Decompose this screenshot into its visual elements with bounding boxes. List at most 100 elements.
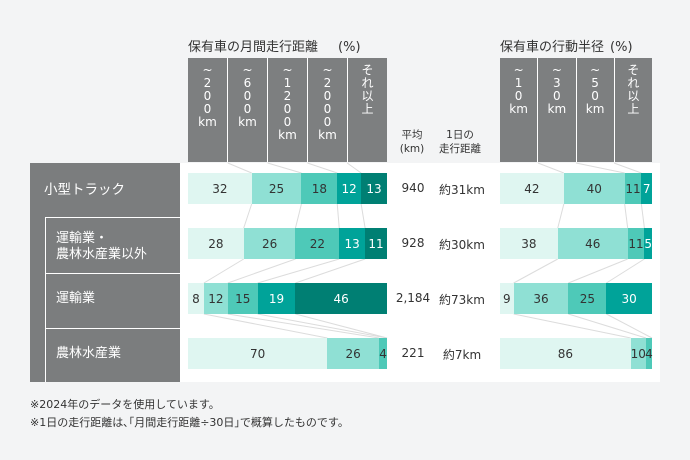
row-label-other-line2: 農林水産業以外 [56, 247, 148, 262]
daily-value: 約30km [439, 238, 485, 252]
bar-segment: 13 [339, 228, 366, 259]
avg-value: 928 [401, 236, 425, 250]
column-header-char: km [547, 102, 567, 116]
column-header-char: れ [361, 76, 374, 90]
column-header-char: れ [627, 76, 640, 90]
bar-segment: 25 [251, 173, 302, 204]
column-header-char: 上 [361, 102, 374, 116]
connector-line [203, 258, 244, 284]
avg-header-line2: (km) [399, 143, 425, 155]
stacked-bar: 38 46 11 5 [500, 228, 652, 259]
connector-line [360, 203, 366, 229]
connector-line [640, 203, 645, 229]
connector-line [243, 203, 253, 229]
column-header-char: 2 [323, 76, 332, 90]
column-header-char: 3 [553, 76, 561, 90]
connector-line [513, 313, 631, 339]
avg-value: 221 [401, 346, 425, 360]
mileage-title-text: 保有車の月間走行距離 [188, 40, 319, 55]
connector-line [307, 162, 338, 174]
stacked-bar: 70 26 4 [188, 338, 387, 369]
row-label-transport: 運輸業 [56, 291, 96, 306]
bar-segment: 28 [188, 228, 244, 259]
connector-line [203, 313, 328, 339]
radius-title-text: 保有車の行動半径 [500, 40, 605, 55]
stacked-bar: 32 25 18 12 13 [188, 173, 387, 204]
column-header-char: ~ [242, 63, 253, 77]
column-header-char: km [278, 128, 297, 142]
bar-segment: 30 [606, 283, 652, 314]
column-header-char: ~ [202, 63, 213, 77]
column-header-char: 0 [323, 115, 332, 129]
bar-segment: 4 [379, 338, 387, 369]
row-label-other-line1: 運輸業・ [56, 231, 109, 246]
connector-line [227, 313, 380, 339]
connector-line [336, 203, 340, 229]
daily-value: 約7km [442, 348, 482, 362]
column-header-char: ~ [590, 63, 601, 77]
radius-title: 保有車の行動半径 (%) [500, 36, 633, 55]
column-header-char: km [318, 128, 337, 142]
connector-line [568, 313, 647, 339]
daily-value: 約73km [439, 293, 485, 307]
column-header-char: 0 [243, 89, 252, 103]
row-label-small-truck: 小型トラック [44, 182, 125, 198]
column-header: ~5 0 km [577, 58, 615, 162]
bar-segment: 9 [500, 283, 514, 314]
radius-unit: (%) [610, 40, 633, 55]
column-header: ~1 0 km [500, 58, 539, 162]
mileage-header: ~2 0 0 km ~6 0 0 km ~1 2 0 0 km ~2 0 0 0 km それ以上 [188, 58, 387, 162]
bar-segment: 42 [500, 173, 564, 204]
bar-segment: 70 [188, 338, 328, 369]
mileage-title: 保有車の月間走行距離 (%) [188, 36, 361, 55]
column-header-char: 6 [243, 76, 252, 90]
bar-segment: 8 [188, 283, 204, 314]
column-header: それ以上 [615, 58, 652, 162]
column-header-char: 以 [627, 89, 640, 103]
column-header-char: 0 [243, 102, 252, 116]
category-labels: 小型トラック 運輸業・ 農林水産業以外 運輸業 農林水産業 [30, 163, 180, 382]
divider [46, 328, 180, 329]
avg-value: 940 [401, 181, 425, 195]
connector-line [257, 258, 340, 284]
radius-header: ~1 0 km ~3 0 km ~5 0 km それ以上 [500, 58, 652, 162]
connector-line [606, 313, 653, 339]
daily-header-line1: 1日の [446, 129, 474, 141]
connector-line [346, 162, 362, 174]
column-header: それ以上 [348, 58, 387, 162]
column-header-char: 2 [283, 89, 292, 103]
connector-line [294, 203, 302, 229]
column-header-char: 0 [553, 89, 561, 103]
column-header-char: km [198, 115, 217, 129]
column-header: ~2 0 0 km [188, 58, 228, 162]
column-header-char: 2 [203, 76, 212, 90]
column-header-char: 0 [323, 102, 332, 116]
column-header-char: 0 [514, 89, 523, 103]
daily-header-line2: 走行距離 [439, 143, 481, 155]
column-header-char: 0 [283, 102, 292, 116]
bar-segment: 26 [243, 228, 296, 259]
daily-header: 1日の走行距離 [430, 128, 490, 156]
bar-segment: 11 [624, 173, 642, 204]
connector-line [568, 258, 628, 284]
column-header-char: そ [361, 63, 374, 77]
connector-line [257, 313, 388, 339]
bar-segment: 15 [227, 283, 258, 314]
connector-line [613, 162, 642, 174]
column-header-char: ~ [322, 63, 333, 77]
bar-segment: 22 [295, 228, 340, 259]
connector-line [267, 162, 302, 174]
bar-segment: 11 [627, 228, 645, 259]
bar-segment: 38 [500, 228, 558, 259]
column-header-char: ~ [282, 63, 293, 77]
bar-segment: 11 [365, 228, 387, 259]
divider [46, 273, 180, 274]
column-header-char: 0 [203, 89, 212, 103]
column-header-char: ~ [513, 63, 524, 77]
connector-line [295, 313, 388, 339]
connector-line [624, 203, 629, 229]
connector-line [537, 162, 565, 174]
column-header-char: 0 [203, 102, 212, 116]
bar-segment: 13 [361, 173, 387, 204]
connector-line [295, 258, 366, 284]
